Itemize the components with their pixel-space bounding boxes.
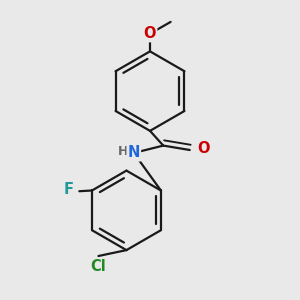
- Text: N: N: [128, 146, 140, 160]
- Text: H: H: [117, 145, 128, 158]
- Text: Cl: Cl: [91, 259, 106, 274]
- Text: O: O: [197, 141, 210, 156]
- Text: F: F: [64, 182, 74, 197]
- Text: O: O: [144, 26, 156, 41]
